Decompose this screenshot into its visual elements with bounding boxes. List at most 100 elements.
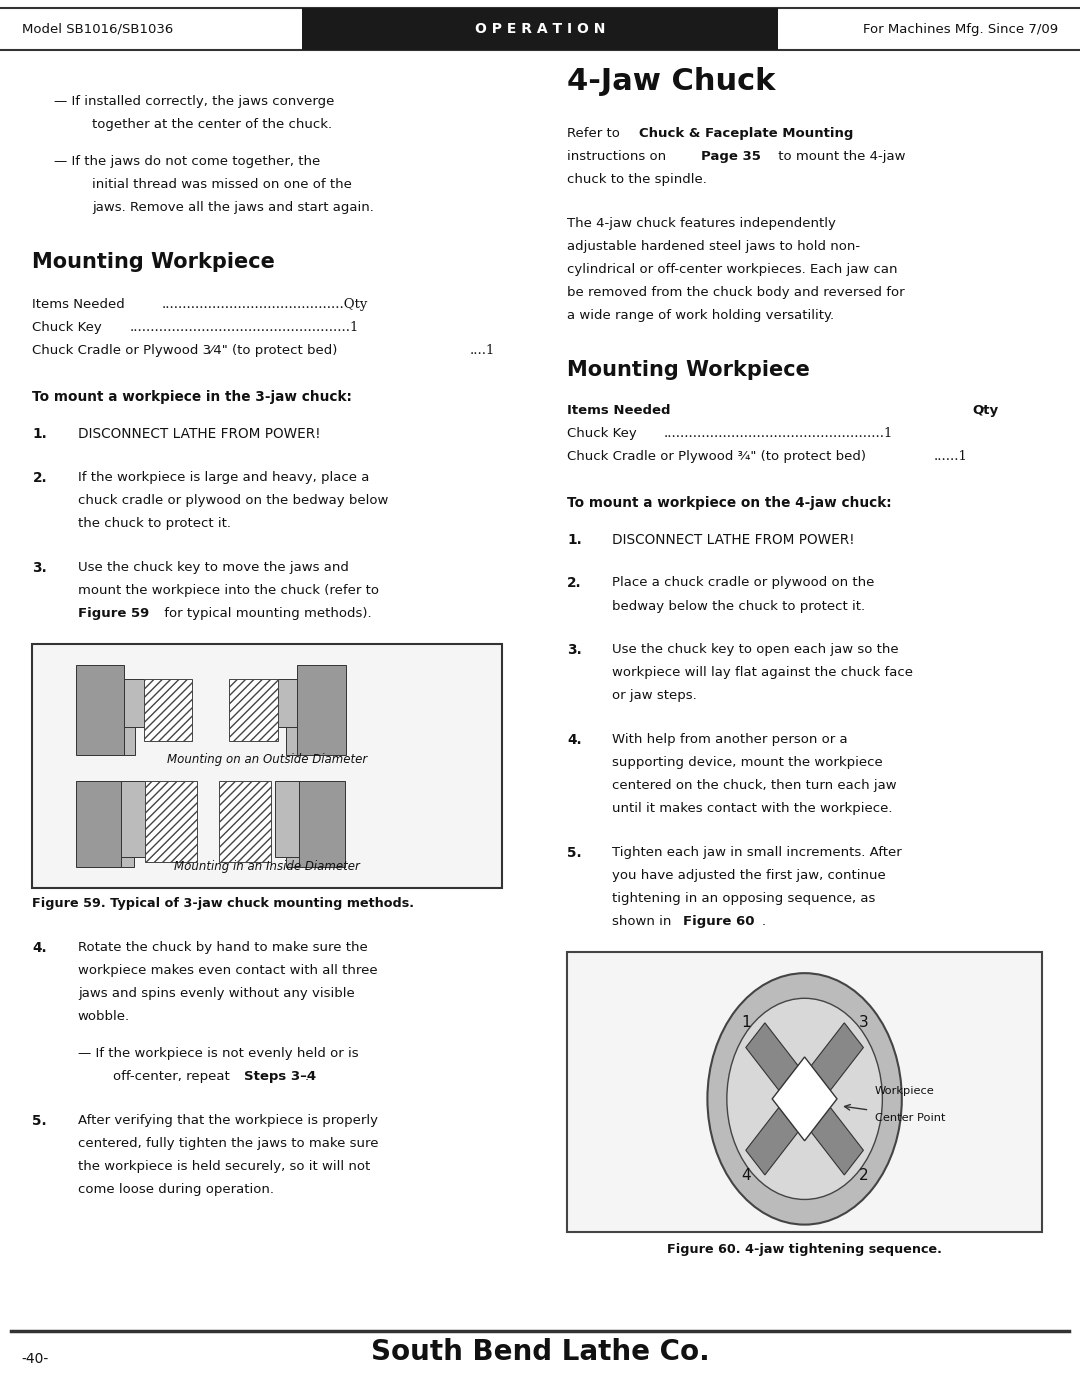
Text: Items Needed: Items Needed (32, 298, 125, 312)
Bar (121, 858, 134, 868)
Text: — If the jaws do not come together, the: — If the jaws do not come together, the (54, 155, 321, 168)
Text: 4: 4 (741, 1168, 751, 1183)
Text: until it makes contact with the workpiece.: until it makes contact with the workpiec… (612, 802, 893, 816)
Text: Steps 3–4: Steps 3–4 (244, 1070, 316, 1083)
Bar (299, 781, 345, 868)
Text: off-center, repeat: off-center, repeat (113, 1070, 234, 1083)
Text: 2.: 2. (32, 471, 48, 485)
Bar (229, 679, 278, 742)
Text: chuck cradle or plywood on the bedway below: chuck cradle or plywood on the bedway be… (78, 493, 388, 507)
Text: supporting device, mount the workpiece: supporting device, mount the workpiece (612, 756, 883, 770)
Text: Tighten each jaw in small increments. After: Tighten each jaw in small increments. Af… (612, 847, 902, 859)
Text: Page 35: Page 35 (701, 149, 760, 163)
Text: Use the chuck key to move the jaws and: Use the chuck key to move the jaws and (78, 560, 349, 574)
Text: Center Point: Center Point (875, 1113, 945, 1123)
Bar (32, 644, 502, 888)
Text: Items Needed: Items Needed (567, 404, 671, 416)
Bar (76, 665, 124, 756)
Text: for typical mounting methods).: for typical mounting methods). (160, 606, 372, 620)
Text: mount the workpiece into the chuck (refer to: mount the workpiece into the chuck (refe… (78, 584, 379, 597)
Text: you have adjusted the first jaw, continue: you have adjusted the first jaw, continu… (612, 869, 886, 883)
Text: Mounting Workpiece: Mounting Workpiece (32, 251, 275, 272)
Text: Figure 60: Figure 60 (683, 915, 754, 929)
Bar (567, 953, 1042, 1232)
Text: the workpiece is held securely, so it will not: the workpiece is held securely, so it wi… (78, 1160, 370, 1173)
Text: ....1: ....1 (470, 344, 495, 358)
Text: 1.: 1. (567, 532, 582, 546)
Text: With help from another person or a: With help from another person or a (612, 733, 848, 746)
Text: Chuck Key: Chuck Key (32, 321, 103, 334)
Text: Chuck Cradle or Plywood ¾" (to protect bed): Chuck Cradle or Plywood ¾" (to protect b… (567, 450, 866, 462)
Text: Mounting on an Outside Diameter: Mounting on an Outside Diameter (167, 753, 367, 766)
Text: DISCONNECT LATHE FROM POWER!: DISCONNECT LATHE FROM POWER! (612, 532, 855, 546)
Text: come loose during operation.: come loose during operation. (78, 1183, 273, 1196)
Text: Qty: Qty (972, 404, 998, 416)
Text: .: . (761, 915, 766, 929)
Text: be removed from the chuck body and reversed for: be removed from the chuck body and rever… (567, 286, 905, 299)
Text: Chuck Key: Chuck Key (567, 426, 637, 440)
Polygon shape (746, 1106, 799, 1175)
Bar (278, 679, 297, 728)
Text: ...........................................Qty: ........................................… (162, 298, 368, 312)
Text: wobble.: wobble. (78, 1010, 130, 1023)
Text: instructions on: instructions on (567, 149, 671, 163)
Polygon shape (746, 1023, 799, 1092)
Text: Mounting in an Inside Diameter: Mounting in an Inside Diameter (174, 861, 361, 873)
Bar (121, 781, 145, 858)
Text: ....................................................1: ........................................… (130, 321, 359, 334)
Bar (302, 8, 778, 50)
Text: workpiece makes even contact with all three: workpiece makes even contact with all th… (78, 964, 377, 977)
Text: .: . (305, 1070, 309, 1083)
Bar (275, 781, 299, 858)
Text: shown in: shown in (612, 915, 676, 929)
Text: Place a chuck cradle or plywood on the: Place a chuck cradle or plywood on the (612, 577, 875, 590)
Bar (286, 728, 297, 756)
Text: O P E R A T I O N: O P E R A T I O N (475, 22, 605, 36)
Text: Rotate the chuck by hand to make sure the: Rotate the chuck by hand to make sure th… (78, 942, 367, 954)
Text: a wide range of work holding versatility.: a wide range of work holding versatility… (567, 309, 834, 323)
Text: workpiece will lay flat against the chuck face: workpiece will lay flat against the chuc… (612, 666, 914, 679)
Text: To mount a workpiece in the 3-jaw chuck:: To mount a workpiece in the 3-jaw chuck: (32, 390, 352, 404)
Text: 4.: 4. (32, 942, 48, 956)
Text: For Machines Mfg. Since 7/09: For Machines Mfg. Since 7/09 (863, 22, 1058, 36)
Text: Figure 60. 4-jaw tightening sequence.: Figure 60. 4-jaw tightening sequence. (667, 1243, 942, 1256)
Text: 3: 3 (859, 1016, 868, 1030)
Text: cylindrical or off-center workpieces. Each jaw can: cylindrical or off-center workpieces. Ea… (567, 263, 897, 277)
Text: Figure 59. Typical of 3-jaw chuck mounting methods.: Figure 59. Typical of 3-jaw chuck mounti… (32, 897, 415, 911)
Text: 3.: 3. (32, 560, 48, 574)
Text: Chuck Cradle or Plywood 3⁄4" (to protect bed): Chuck Cradle or Plywood 3⁄4" (to protect… (32, 344, 338, 358)
Text: — If the workpiece is not evenly held or is: — If the workpiece is not evenly held or… (78, 1048, 359, 1060)
Bar (286, 858, 299, 868)
Text: Workpiece: Workpiece (875, 1085, 934, 1097)
Text: 2: 2 (859, 1168, 868, 1183)
Text: 5.: 5. (32, 1113, 48, 1127)
Text: centered, fully tighten the jaws to make sure: centered, fully tighten the jaws to make… (78, 1137, 378, 1150)
Text: Mounting Workpiece: Mounting Workpiece (567, 360, 810, 380)
Polygon shape (810, 1106, 863, 1175)
Text: After verifying that the workpiece is properly: After verifying that the workpiece is pr… (78, 1113, 378, 1127)
Text: -40-: -40- (22, 1352, 49, 1366)
Text: 3.: 3. (567, 643, 582, 658)
Text: Model SB1016/SB1036: Model SB1016/SB1036 (22, 22, 173, 36)
Text: jaws and spins evenly without any visible: jaws and spins evenly without any visibl… (78, 988, 354, 1000)
Text: chuck to the spindle.: chuck to the spindle. (567, 173, 707, 186)
Text: jaws. Remove all the jaws and start again.: jaws. Remove all the jaws and start agai… (92, 201, 374, 214)
Text: If the workpiece is large and heavy, place a: If the workpiece is large and heavy, pla… (78, 471, 369, 483)
Bar (76, 781, 121, 868)
Text: The 4-jaw chuck features independently: The 4-jaw chuck features independently (567, 217, 836, 231)
Text: 5.: 5. (567, 847, 582, 861)
Text: 4.: 4. (567, 733, 582, 747)
Text: centered on the chuck, then turn each jaw: centered on the chuck, then turn each ja… (612, 780, 897, 792)
Text: ....................................................1: ........................................… (664, 426, 893, 440)
Text: 1.: 1. (32, 427, 48, 441)
Text: tightening in an opposing sequence, as: tightening in an opposing sequence, as (612, 893, 876, 905)
Circle shape (707, 974, 902, 1225)
Text: or jaw steps.: or jaw steps. (612, 689, 697, 703)
Text: 2.: 2. (567, 577, 582, 591)
Text: — If installed correctly, the jaws converge: — If installed correctly, the jaws conve… (54, 95, 335, 108)
Bar (219, 781, 271, 862)
Text: 4-Jaw Chuck: 4-Jaw Chuck (567, 67, 775, 96)
Text: together at the center of the chuck.: together at the center of the chuck. (92, 119, 332, 131)
Text: bedway below the chuck to protect it.: bedway below the chuck to protect it. (612, 599, 865, 612)
Text: To mount a workpiece on the 4-jaw chuck:: To mount a workpiece on the 4-jaw chuck: (567, 496, 892, 510)
